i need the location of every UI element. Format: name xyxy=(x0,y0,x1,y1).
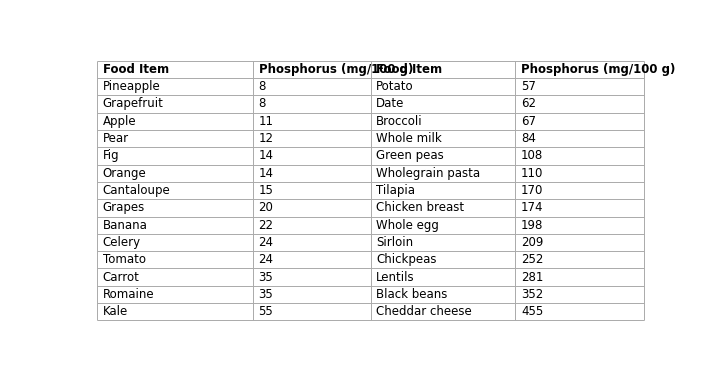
Text: Pineapple: Pineapple xyxy=(103,80,161,93)
Text: 62: 62 xyxy=(521,97,536,110)
Text: Black beans: Black beans xyxy=(376,288,448,301)
Text: 209: 209 xyxy=(521,236,544,249)
Text: Lentils: Lentils xyxy=(376,271,415,283)
Text: 14: 14 xyxy=(259,149,273,162)
Text: 110: 110 xyxy=(521,167,544,180)
Text: Cheddar cheese: Cheddar cheese xyxy=(376,305,472,318)
Text: 35: 35 xyxy=(259,271,273,283)
Text: Romaine: Romaine xyxy=(103,288,154,301)
Text: 22: 22 xyxy=(259,219,273,232)
Text: 12: 12 xyxy=(259,132,273,145)
Text: Grapes: Grapes xyxy=(103,201,145,214)
Text: Fig: Fig xyxy=(103,149,119,162)
Text: Cantaloupe: Cantaloupe xyxy=(103,184,171,197)
Text: 281: 281 xyxy=(521,271,544,283)
Text: 55: 55 xyxy=(259,305,273,318)
Text: 170: 170 xyxy=(521,184,544,197)
Text: Whole milk: Whole milk xyxy=(376,132,442,145)
Text: Green peas: Green peas xyxy=(376,149,444,162)
Text: 108: 108 xyxy=(521,149,543,162)
Text: 67: 67 xyxy=(521,115,536,128)
Text: Whole egg: Whole egg xyxy=(376,219,439,232)
Text: Chicken breast: Chicken breast xyxy=(376,201,464,214)
Text: Apple: Apple xyxy=(103,115,137,128)
Text: 15: 15 xyxy=(259,184,273,197)
Text: Potato: Potato xyxy=(376,80,414,93)
Text: Sirloin: Sirloin xyxy=(376,236,414,249)
Text: 24: 24 xyxy=(259,236,273,249)
Text: Food Item: Food Item xyxy=(376,63,442,76)
Text: Food Item: Food Item xyxy=(103,63,169,76)
Text: Carrot: Carrot xyxy=(103,271,140,283)
Text: 20: 20 xyxy=(259,201,273,214)
Text: 14: 14 xyxy=(259,167,273,180)
Text: Banana: Banana xyxy=(103,219,147,232)
Text: 57: 57 xyxy=(521,80,536,93)
Text: 352: 352 xyxy=(521,288,543,301)
Text: 24: 24 xyxy=(259,253,273,266)
Text: Pear: Pear xyxy=(103,132,129,145)
Text: Tilapia: Tilapia xyxy=(376,184,415,197)
Text: 8: 8 xyxy=(259,97,266,110)
Text: Kale: Kale xyxy=(103,305,128,318)
Text: 11: 11 xyxy=(259,115,273,128)
Text: 455: 455 xyxy=(521,305,543,318)
Text: Orange: Orange xyxy=(103,167,147,180)
Text: Celery: Celery xyxy=(103,236,141,249)
Text: Phosphorus (mg/100 g): Phosphorus (mg/100 g) xyxy=(259,63,413,76)
Text: 252: 252 xyxy=(521,253,544,266)
Text: 35: 35 xyxy=(259,288,273,301)
Text: 174: 174 xyxy=(521,201,544,214)
Text: Wholegrain pasta: Wholegrain pasta xyxy=(376,167,480,180)
Text: Date: Date xyxy=(376,97,404,110)
Text: Grapefruit: Grapefruit xyxy=(103,97,163,110)
Text: 198: 198 xyxy=(521,219,544,232)
Text: Broccoli: Broccoli xyxy=(376,115,423,128)
Text: Chickpeas: Chickpeas xyxy=(376,253,437,266)
Text: Phosphorus (mg/100 g): Phosphorus (mg/100 g) xyxy=(521,63,675,76)
Text: Tomato: Tomato xyxy=(103,253,146,266)
Text: 8: 8 xyxy=(259,80,266,93)
Text: 84: 84 xyxy=(521,132,536,145)
